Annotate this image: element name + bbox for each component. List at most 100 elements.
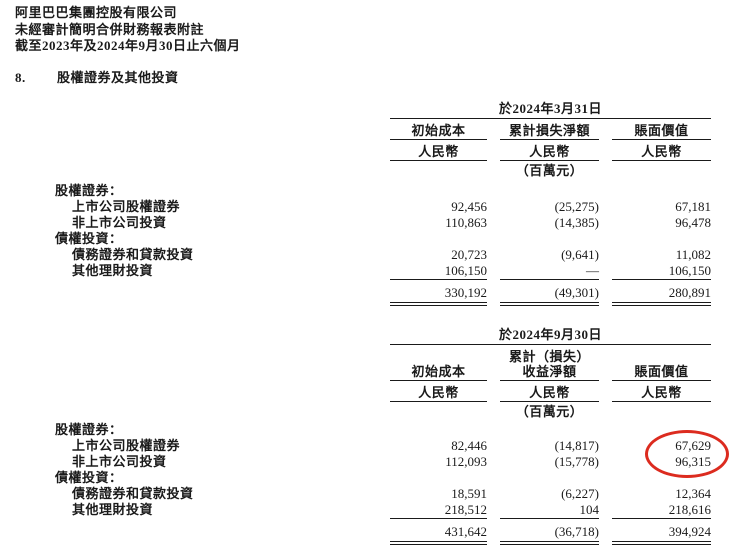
cell-carrying-value: 67,181 [675, 199, 711, 214]
section-number: 8. [15, 70, 26, 85]
cell-cumulative-net-loss: (14,385) [554, 215, 599, 230]
table1-date-header: 於2024年3月31日 [390, 101, 711, 119]
row-listed-equity-securities: 上市公司股權證券 92,456 (25,275) 67,181 [0, 199, 711, 215]
cell-total-initial-cost: 330,192 [390, 285, 487, 306]
cell-carrying-value: 11,082 [675, 247, 711, 262]
company-name: 阿里巴巴集團控股有限公司 [15, 5, 178, 20]
row-unlisted-investments: 非上市公司投資 112,093 (15,778) 96,315 [0, 454, 711, 470]
row-other-treasury-investments: 其他理財投資 218,512 104 218,616 [0, 502, 711, 519]
row-label: 債務證券和貸款投資 [72, 486, 194, 501]
row-label: 債權投資： [55, 470, 123, 485]
row-label: 股權證券： [55, 183, 123, 198]
column-header-cumulative-net-loss: 累計損失淨額 [500, 123, 599, 140]
column-header-text: 收益淨額 [522, 364, 577, 379]
currency-label: 人民幣 [612, 144, 711, 161]
currency-label: 人民幣 [390, 385, 487, 402]
column-header-initial-cost: 初始成本 [390, 123, 487, 140]
row-debt-securities-loans: 債務證券和貸款投資 18,591 (6,227) 12,364 [0, 486, 711, 502]
cell-cumulative-loss-gain-net: 104 [500, 502, 599, 519]
table2-column-header-row: 初始成本 累計（損失） 收益淨額 賬面價值 [0, 349, 711, 381]
row-label: 股權證券： [55, 422, 123, 437]
cell-initial-cost: 218,512 [390, 502, 487, 519]
column-header-text: 初始成本 [411, 123, 466, 138]
column-header-text: 賬面價值 [634, 364, 689, 379]
cell-initial-cost: 106,150 [390, 263, 487, 280]
row-label: 上市公司股權證券 [72, 438, 181, 453]
cell-cumulative-loss-gain-net: (6,227) [561, 486, 599, 501]
currency-label: 人民幣 [390, 144, 487, 161]
table-as-of-2024-03-31: 於2024年3月31日 初始成本 累計損失淨額 賬面價值 人民幣 人民幣 人民幣… [0, 101, 711, 306]
cell-total-cumulative-loss-gain-net: (36,718) [500, 524, 599, 545]
category-row-debt-investments: 債權投資： [0, 231, 711, 247]
row-label: 債權投資： [55, 231, 123, 246]
currency-label: 人民幣 [612, 385, 711, 402]
column-header-text: 賬面價值 [634, 123, 689, 138]
table2-unit-row: （百萬元） [0, 404, 711, 419]
currency-label: 人民幣 [500, 385, 599, 402]
table-as-of-2024-09-30: 於2024年9月30日 初始成本 累計（損失） 收益淨額 賬面價值 人民幣 人民… [0, 327, 711, 545]
table2-currency-row: 人民幣 人民幣 人民幣 [0, 385, 711, 402]
row-debt-securities-loans: 債務證券和貸款投資 20,723 (9,641) 11,082 [0, 247, 711, 263]
statement-title: 未經審計簡明合併財務報表附註 [15, 21, 205, 37]
row-label: 債務證券和貸款投資 [72, 247, 194, 262]
cell-carrying-value: 96,478 [675, 215, 711, 230]
table1-date-row: 於2024年3月31日 [0, 101, 711, 119]
cell-initial-cost: 112,093 [445, 454, 487, 469]
cell-initial-cost: 92,456 [451, 199, 487, 214]
row-other-treasury-investments: 其他理財投資 106,150 — 106,150 [0, 263, 711, 280]
category-row-equity-securities: 股權證券： [0, 422, 711, 438]
column-header-cumulative-loss-gain-net: 累計（損失） 收益淨額 [500, 349, 599, 381]
table1-column-header-row: 初始成本 累計損失淨額 賬面價值 [0, 123, 711, 140]
table2-date-row: 於2024年9月30日 [0, 327, 711, 345]
row-label: 非上市公司投資 [72, 215, 167, 230]
row-label: 其他理財投資 [72, 263, 154, 278]
red-circle-annotation [645, 430, 729, 478]
column-header-carrying-value: 賬面價值 [612, 123, 711, 140]
row-label: 非上市公司投資 [72, 454, 167, 469]
unit-label: （百萬元） [515, 404, 584, 419]
section-title: 股權證券及其他投資 [57, 70, 179, 85]
cell-total-cumulative-net-loss: (49,301) [500, 285, 599, 306]
row-unlisted-investments: 非上市公司投資 110,863 (14,385) 96,478 [0, 215, 711, 231]
cell-total-carrying-value: 394,924 [612, 524, 711, 545]
cell-cumulative-net-loss: (9,641) [561, 247, 599, 262]
cell-initial-cost: 18,591 [451, 486, 487, 501]
column-header-text: 初始成本 [411, 364, 466, 379]
cell-carrying-value: 218,616 [612, 502, 711, 519]
row-label: 上市公司股權證券 [72, 199, 181, 214]
cell-total-carrying-value: 280,891 [612, 285, 711, 306]
document-header: 阿里巴巴集團控股有限公司 未經審計簡明合併財務報表附註 截至2023年及2024… [15, 5, 241, 55]
column-header-initial-cost: 初始成本 [390, 349, 487, 381]
cell-initial-cost: 82,446 [451, 438, 487, 453]
row-label-empty [0, 285, 377, 306]
column-header-text: 累計（損失） [508, 349, 590, 364]
table1-body: 股權證券： 上市公司股權證券 92,456 (25,275) 67,181 非上… [0, 183, 711, 306]
cell-initial-cost: 110,863 [445, 215, 487, 230]
cell-carrying-value: 106,150 [612, 263, 711, 280]
currency-label: 人民幣 [500, 144, 599, 161]
table1-currency-row: 人民幣 人民幣 人民幣 [0, 144, 711, 161]
cell-cumulative-net-loss: — [500, 263, 599, 280]
table2-date-header: 於2024年9月30日 [390, 327, 711, 345]
table2-body: 股權證券： 上市公司股權證券 82,446 (14,817) 67,629 非上… [0, 422, 711, 545]
unit-label: （百萬元） [515, 163, 584, 178]
section-heading: 8. 股權證券及其他投資 [15, 67, 179, 86]
cell-cumulative-loss-gain-net: (15,778) [554, 454, 599, 469]
cell-carrying-value: 12,364 [675, 486, 711, 501]
total-row: 431,642 (36,718) 394,924 [0, 524, 711, 545]
cell-cumulative-net-loss: (25,275) [554, 199, 599, 214]
cell-cumulative-loss-gain-net: (14,817) [554, 438, 599, 453]
column-header-carrying-value: 賬面價值 [612, 349, 711, 381]
category-row-equity-securities: 股權證券： [0, 183, 711, 199]
row-label-empty [0, 524, 377, 545]
cell-total-initial-cost: 431,642 [390, 524, 487, 545]
category-row-debt-investments: 債權投資： [0, 470, 711, 486]
cell-initial-cost: 20,723 [451, 247, 487, 262]
table1-unit-row: （百萬元） [0, 163, 711, 178]
total-row: 330,192 (49,301) 280,891 [0, 285, 711, 306]
row-label: 其他理財投資 [72, 502, 154, 517]
row-listed-equity-securities: 上市公司股權證券 82,446 (14,817) 67,629 [0, 438, 711, 454]
column-header-text: 累計損失淨額 [508, 123, 590, 138]
period-line: 截至2023年及2024年9月30日止六個月 [15, 38, 241, 53]
